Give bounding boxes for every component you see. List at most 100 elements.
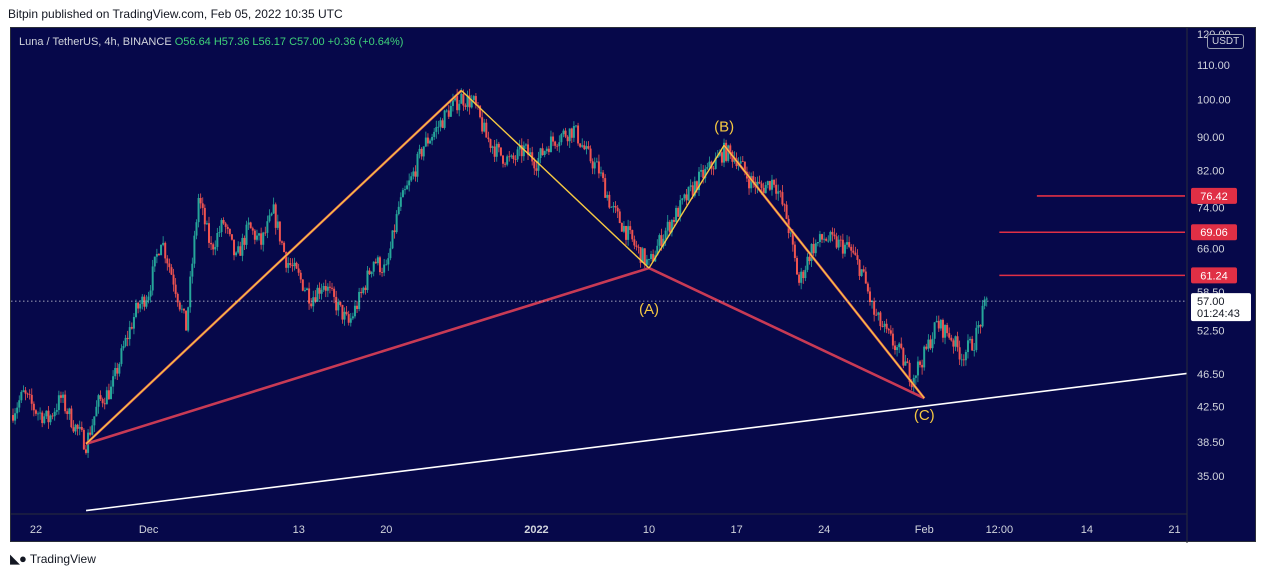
candle-body (946, 324, 949, 334)
price-tick-label: 66.00 (1197, 244, 1225, 256)
candle-body (600, 172, 602, 174)
price-chart[interactable]: (A)(B)(C) 35.0038.5042.5046.5052.5058.50… (11, 28, 1257, 543)
candle-body (59, 395, 62, 398)
candle-body (370, 271, 373, 275)
candle-body (107, 390, 110, 400)
candle-body (650, 254, 653, 260)
candle-body (424, 137, 427, 147)
candle-body (681, 198, 684, 201)
candle-body (854, 252, 857, 256)
candle-body (948, 333, 951, 338)
candle-body (487, 137, 490, 140)
brand-name: TradingView (29, 552, 96, 566)
candle-body (376, 257, 379, 264)
candle-body (391, 230, 394, 249)
candle-body (295, 262, 298, 269)
candle-body (366, 270, 369, 291)
candle-body (472, 96, 475, 100)
candle-body (914, 375, 917, 378)
candle-body (122, 345, 125, 349)
candle-body (506, 156, 509, 165)
candle-body (433, 131, 436, 137)
candle-body (629, 226, 632, 231)
candle-body (385, 264, 388, 266)
candle-body (124, 337, 127, 346)
time-tick-label: 10 (643, 524, 655, 536)
symbol-title[interactable]: Luna / TetherUS, 4h, BINANCE (19, 36, 172, 48)
candle-body (591, 161, 594, 169)
candle-body (272, 204, 275, 214)
candle-body (635, 245, 638, 247)
candle-body (708, 161, 711, 168)
candle-body (616, 207, 619, 212)
wave-line (723, 144, 925, 399)
time-tick-label: 12:00 (986, 524, 1014, 536)
candle-body (791, 232, 794, 245)
candle-body (224, 223, 227, 227)
candle-body (293, 262, 296, 267)
candle-body (160, 244, 163, 256)
candle-body (20, 391, 23, 401)
candle-body (32, 403, 35, 411)
candle-body (762, 187, 765, 194)
candle-body (779, 191, 782, 193)
candle-body (241, 237, 244, 256)
candle-body (218, 232, 221, 233)
candle-body (798, 274, 801, 283)
symbol-legend[interactable]: Luna / TetherUS, 4h, BINANCE O56.64 H57.… (19, 36, 403, 48)
candle-body (718, 152, 721, 156)
candle-body (522, 145, 525, 157)
candle-body (483, 122, 486, 132)
candles-layer (12, 88, 988, 458)
candle-body (931, 338, 934, 349)
time-tick-label: 21 (1168, 524, 1180, 536)
level-badge (1191, 187, 1237, 204)
candle-body (441, 120, 444, 128)
candle-body (645, 259, 648, 265)
price-axis: 35.0038.5042.5046.5052.5058.5066.0074.00… (1186, 28, 1251, 543)
candle-body (675, 207, 678, 222)
candle-body (262, 232, 265, 245)
candle-body (70, 408, 73, 428)
candle-body (326, 286, 329, 291)
candle-body (910, 382, 913, 388)
published-by-line: Bitpin published on TradingView.com, Feb… (8, 7, 343, 21)
candle-body (399, 197, 402, 207)
candle-body (560, 134, 563, 143)
candle-body (101, 399, 104, 404)
candle-body (435, 127, 438, 132)
candle-body (447, 110, 450, 117)
candle-body (727, 145, 730, 161)
candle-body (670, 220, 673, 233)
candle-body (28, 394, 31, 395)
candle-body (773, 179, 776, 185)
candle-body (22, 390, 25, 392)
candle-body (78, 426, 81, 429)
candle-body (497, 143, 500, 148)
candle-body (937, 320, 940, 329)
candle-body (877, 312, 880, 315)
candle-body (971, 338, 974, 351)
candle-body (155, 253, 158, 257)
candle-body (37, 413, 40, 415)
candle-body (950, 337, 953, 341)
candle-body (595, 161, 598, 163)
candle-body (725, 142, 728, 161)
candle-body (510, 155, 513, 157)
candle-body (768, 181, 771, 190)
candle-body (981, 305, 984, 327)
candle-body (958, 347, 961, 360)
candle-body (283, 242, 286, 253)
time-tick-label: 20 (380, 524, 392, 536)
candle-body (34, 410, 37, 414)
candle-body (969, 338, 972, 341)
currency-badge[interactable]: USDT (1207, 34, 1245, 49)
candle-body (672, 220, 675, 222)
footer-brand[interactable]: ◣● TradingView (10, 551, 96, 567)
candle-body (451, 100, 454, 106)
candle-body (214, 246, 217, 250)
candle-body (641, 248, 644, 263)
candle-body (120, 348, 123, 364)
chart-panel[interactable]: (A) (B) (C) 35.00 38.50 42.50 46.50 52.50 58.50… (10, 27, 1257, 543)
candle-body (689, 185, 692, 187)
